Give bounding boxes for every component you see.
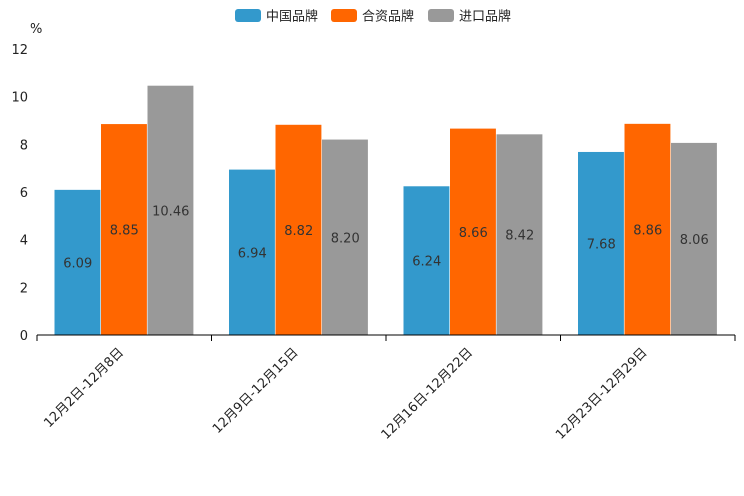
bar-2-3 (450, 128, 496, 335)
legend-swatch (331, 9, 357, 22)
legend: 中国品牌 合资品牌 进口品牌 (235, 9, 511, 25)
bar-1-3 (403, 186, 450, 335)
data-label: 6.94 (238, 246, 267, 261)
data-label: 7.68 (587, 237, 616, 252)
y-axis-ticks: 0 2 4 6 8 10 12 (11, 43, 28, 344)
bar-2-1 (101, 124, 147, 335)
bar-3-3 (496, 134, 543, 335)
legend-swatch (235, 9, 261, 22)
bar-2-4 (624, 123, 671, 335)
y-tick-label: 8 (20, 138, 28, 153)
x-tick-label: 12月9日-12月15日 (210, 345, 302, 437)
data-label: 6.09 (63, 256, 92, 271)
data-label: 8.85 (110, 224, 139, 239)
x-tick-label: 12月23日-12月29日 (553, 345, 650, 442)
bar-1-4 (578, 151, 624, 335)
legend-label: 合资品牌 (362, 9, 414, 25)
data-label: 8.20 (331, 231, 360, 246)
y-axis-unit-label: % (30, 22, 42, 37)
y-tick-label: 10 (11, 91, 28, 106)
y-tick-label: 2 (20, 281, 28, 296)
y-tick-label: 4 (20, 234, 28, 249)
data-label: 8.82 (284, 224, 313, 239)
x-axis: 12月2日-12月8日 12月9日-12月15日 12月16日-12月22日 12月2… (36, 334, 736, 443)
x-tick-label: 12月2日-12月8日 (41, 345, 127, 431)
y-tick-label: 6 (20, 186, 28, 201)
data-label: 8.06 (680, 233, 709, 248)
bar-3-2 (322, 139, 368, 335)
legend-swatch (428, 9, 454, 22)
data-label: 8.86 (633, 223, 662, 238)
data-labels: 6.09 8.85 10.46 6.94 8.82 8.20 6.24 8.66 8.42 7.6… (63, 204, 708, 271)
bar-2-2 (275, 124, 322, 335)
data-label: 8.42 (505, 229, 534, 244)
data-label: 10.46 (152, 204, 189, 219)
y-tick-label: 12 (11, 43, 28, 58)
bar-1-2 (229, 169, 275, 335)
bar-1-1 (54, 189, 101, 335)
legend-label: 进口品牌 (459, 9, 511, 25)
data-label: 8.66 (459, 226, 488, 241)
bar-3-1 (147, 85, 194, 335)
bar-3-4 (671, 142, 717, 335)
x-tick-label: 12月16日-12月22日 (379, 345, 476, 442)
legend-label: 中国品牌 (266, 9, 318, 25)
data-label: 6.24 (412, 255, 441, 270)
bars (54, 85, 717, 335)
y-tick-label: 0 (20, 329, 28, 344)
